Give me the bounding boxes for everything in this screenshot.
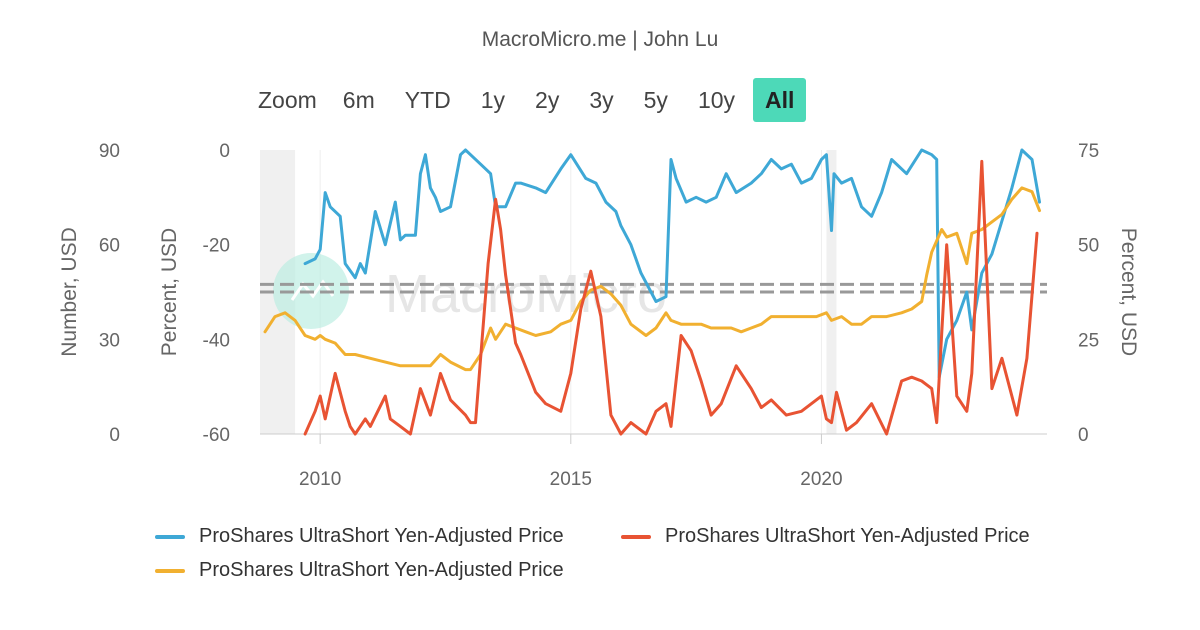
legend-item-blue[interactable]: ProShares UltraShort Yen-Adjusted Price [155,525,564,548]
legend-swatch-blue [155,535,185,539]
left1-tick-label-30: 30 [99,330,120,351]
legend-swatch-orange [155,569,185,573]
left1-tick-label-0: 0 [109,425,120,446]
right-tick-label-50: 50 [1078,236,1099,257]
legend-item-red[interactable]: ProShares UltraShort Yen-Adjusted Price [621,525,1030,548]
left1-tick-label-90: 90 [99,141,120,162]
left2-tick-label--20: -20 [203,236,230,257]
left1-axis-title: Number, USD [58,227,81,357]
legend-swatch-red [621,535,651,539]
left2-axis-title: Percent, USD [158,228,181,356]
x-tick-label-2020: 2020 [800,469,842,490]
right-tick-label-25: 25 [1078,330,1099,351]
left2-tick-label--40: -40 [203,330,230,351]
x-tick-label-2010: 2010 [299,469,341,490]
legend-label-red: ProShares UltraShort Yen-Adjusted Price [665,525,1030,548]
left1-tick-label-60: 60 [99,236,120,257]
right-axis-title: Percent, USD [1117,228,1140,356]
right-tick-label-0: 0 [1078,425,1089,446]
legend-item-orange[interactable]: ProShares UltraShort Yen-Adjusted Price [155,559,564,582]
x-tick-label-2015: 2015 [550,469,592,490]
legend-label-blue: ProShares UltraShort Yen-Adjusted Price [199,525,564,548]
legend-label-orange: ProShares UltraShort Yen-Adjusted Price [199,559,564,582]
left2-tick-label--60: -60 [203,425,230,446]
left2-tick-label-0: 0 [219,141,230,162]
right-tick-label-75: 75 [1078,141,1099,162]
